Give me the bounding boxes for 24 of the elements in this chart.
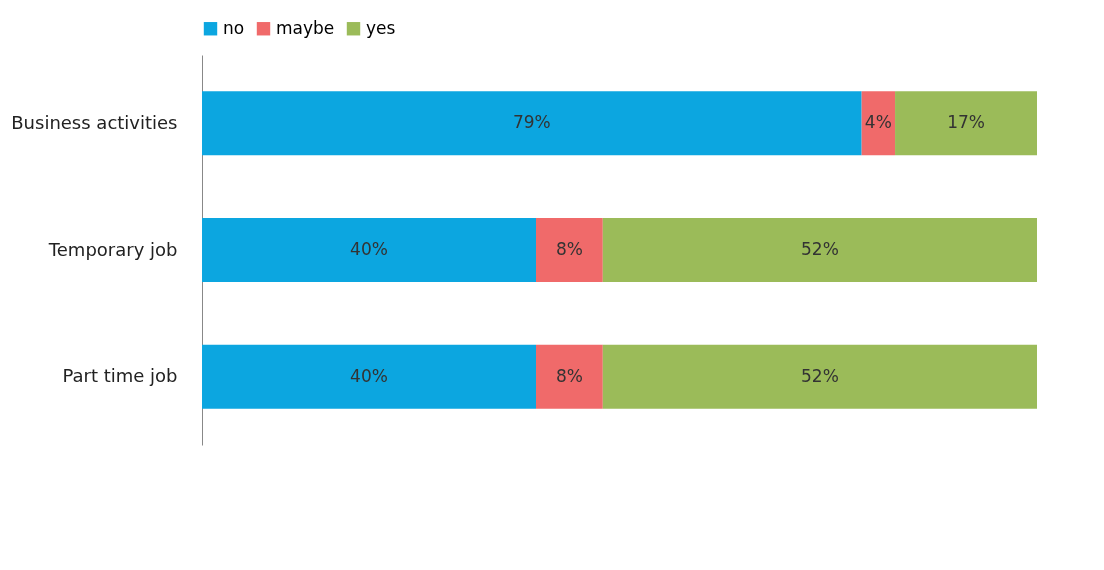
- bar: [202, 91, 862, 156]
- bar: [202, 218, 536, 282]
- y-tick-label: Part time job: [62, 365, 178, 387]
- legend-label: no: [223, 17, 245, 38]
- data-label: 40%: [350, 239, 388, 259]
- y-tick-label: Business activities: [11, 111, 178, 133]
- data-label: 79%: [512, 112, 551, 133]
- bar: [861, 91, 896, 156]
- data-label: 8%: [555, 239, 583, 259]
- data-label: 52%: [801, 239, 839, 259]
- legend-label: yes: [366, 17, 396, 38]
- data-label: 8%: [555, 365, 583, 386]
- legend-label: maybe: [276, 17, 335, 38]
- data-label: 52%: [801, 365, 839, 386]
- bar: [536, 344, 603, 409]
- bar: [895, 91, 1037, 156]
- data-label: 4%: [864, 112, 892, 133]
- bar: [602, 344, 1037, 409]
- data-label: 17%: [947, 112, 985, 133]
- bar: [536, 218, 603, 282]
- y-tick-label: Temporary job: [47, 238, 178, 260]
- bar: [202, 344, 536, 409]
- bar: [602, 218, 1037, 282]
- data-label: 40%: [350, 365, 388, 386]
